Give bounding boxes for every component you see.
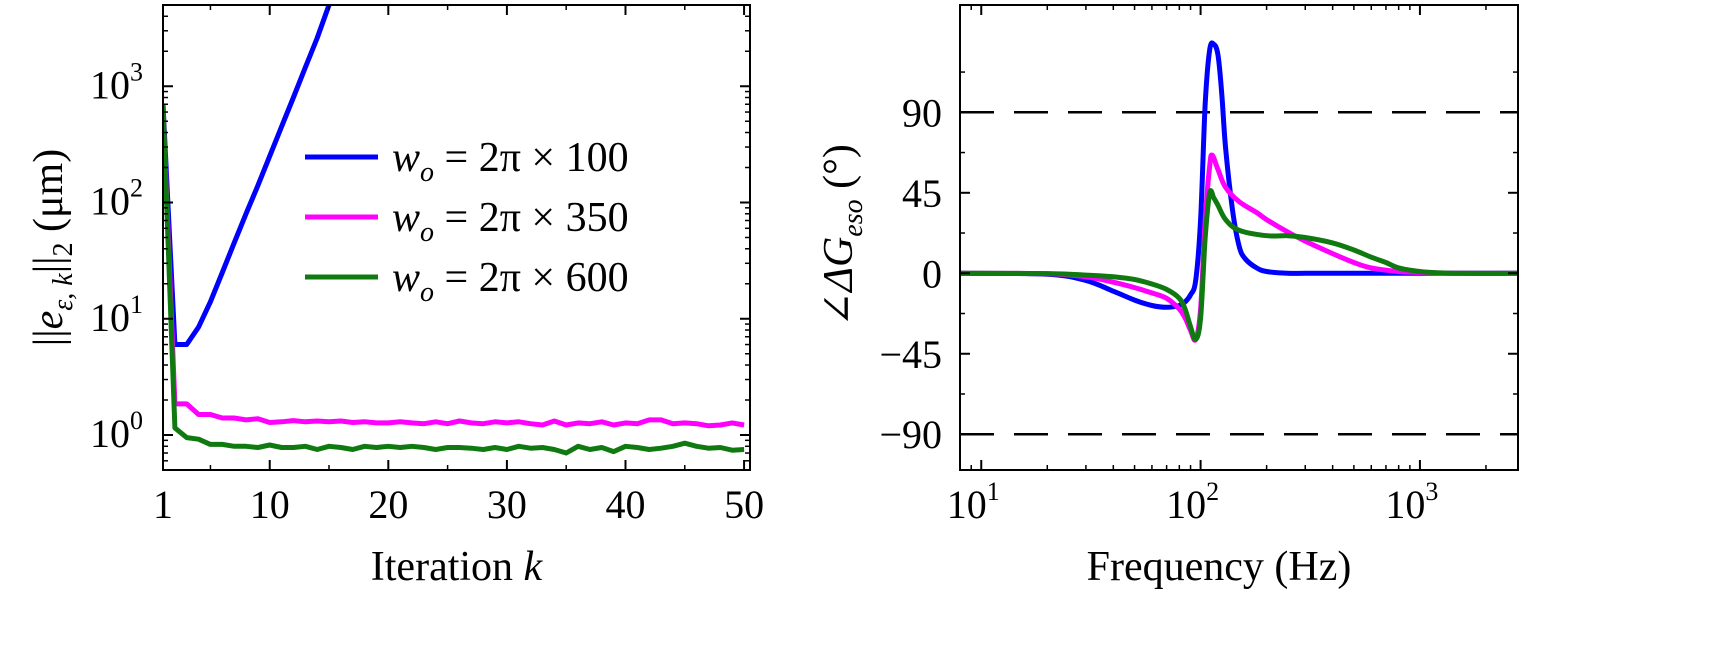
left-ytick-label: 102	[90, 174, 143, 224]
left-ytick-label: 100	[90, 406, 143, 456]
right-ytick-label: −90	[879, 412, 942, 457]
left-legend: wo = 2π × 100 wo = 2π × 350 wo = 2π × 600	[305, 135, 629, 308]
right-y-axis-label: ∠ΔGeso (°)	[816, 144, 869, 327]
right-series-group	[960, 40, 1518, 343]
left-ytick-label: 103	[90, 57, 143, 107]
right-ytick-label: 0	[922, 251, 942, 296]
right-series-line-2	[960, 152, 1518, 343]
left-series-line-2	[163, 104, 745, 429]
legend-label-3: wo = 2π × 600	[392, 255, 629, 308]
left-series-line-1	[163, 5, 332, 347]
right-series-line-1	[960, 40, 1518, 310]
left-x-axis-label: Iteration k	[371, 544, 544, 590]
right-ytick-label: 90	[902, 90, 942, 135]
left-xtick-label: 50	[724, 482, 764, 527]
left-ytick-label: 101	[90, 290, 143, 340]
right-ytick-label: 45	[902, 171, 942, 216]
right-plot-frame	[959, 4, 1519, 471]
right-xtick-label: 102	[1166, 477, 1219, 527]
left-y-axis-label: ||eε, k||2 (μm)	[26, 149, 79, 346]
legend-label-2: wo = 2π × 350	[392, 195, 629, 248]
left-xtick-label: 30	[487, 482, 527, 527]
right-xtick-label: 103	[1385, 477, 1438, 527]
legend-label-1: wo = 2π × 100	[392, 135, 629, 188]
iteration-error-chart: 1 10 20 30 40 50 100 101 102 103 Iteration k ||eε, …	[26, 4, 764, 590]
left-xtick-label: 20	[368, 482, 408, 527]
left-xtick-label: 40	[605, 482, 645, 527]
right-series-line-3	[960, 188, 1518, 343]
left-xtick-label: 10	[250, 482, 290, 527]
left-series-line-3	[163, 104, 745, 456]
right-xtick-label: 101	[947, 477, 1000, 527]
right-ytick-label: −45	[879, 332, 942, 377]
right-x-axis-label: Frequency (Hz)	[1087, 544, 1352, 590]
phase-frequency-chart: 101 102 103 90 45 0 −45 −90 Frequency (Hz) ∠ΔGeso…	[816, 4, 1519, 590]
left-series-group	[163, 5, 745, 456]
left-xtick-label: 1	[153, 482, 173, 527]
